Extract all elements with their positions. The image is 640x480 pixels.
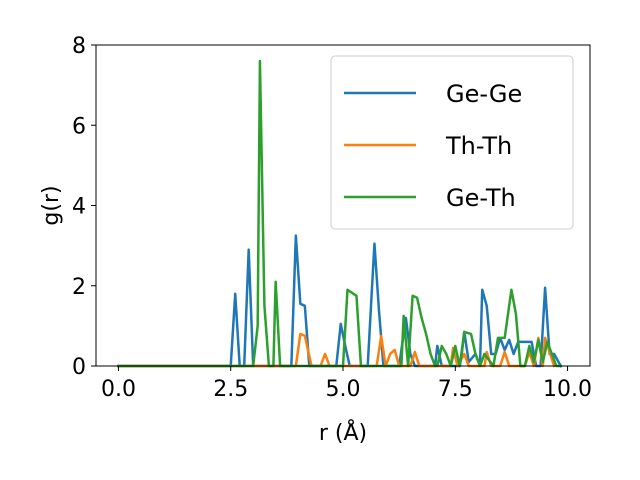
y-tick-label: 8 — [72, 34, 86, 59]
x-tick-label: 5.0 — [326, 377, 361, 402]
x-tick-label: 7.5 — [438, 377, 473, 402]
plot-frame — [95, 44, 591, 367]
y-tick-label: 4 — [72, 195, 86, 220]
legend: Ge-Ge Th-Th Ge-Th — [330, 55, 574, 230]
y-tick-label: 6 — [72, 114, 86, 139]
x-tick-label: 0.0 — [101, 377, 136, 402]
x-tick-label: 10.0 — [543, 377, 592, 402]
legend-frame — [330, 55, 574, 230]
y-axis-label: g(r) — [39, 185, 64, 225]
y-axis-ticks: 0 2 4 6 8 — [72, 34, 96, 380]
x-axis-ticks: 0.0 2.5 5.0 7.5 10.0 — [101, 366, 592, 402]
x-tick-label: 2.5 — [213, 377, 248, 402]
legend-label-th-th: Th-Th — [445, 132, 512, 160]
legend-label-ge-ge: Ge-Ge — [446, 80, 522, 108]
legend-label-ge-th: Ge-Th — [446, 184, 516, 212]
y-tick-label: 2 — [72, 275, 86, 300]
y-tick-label: 0 — [72, 355, 86, 380]
x-axis-label: r (Å) — [319, 419, 367, 446]
